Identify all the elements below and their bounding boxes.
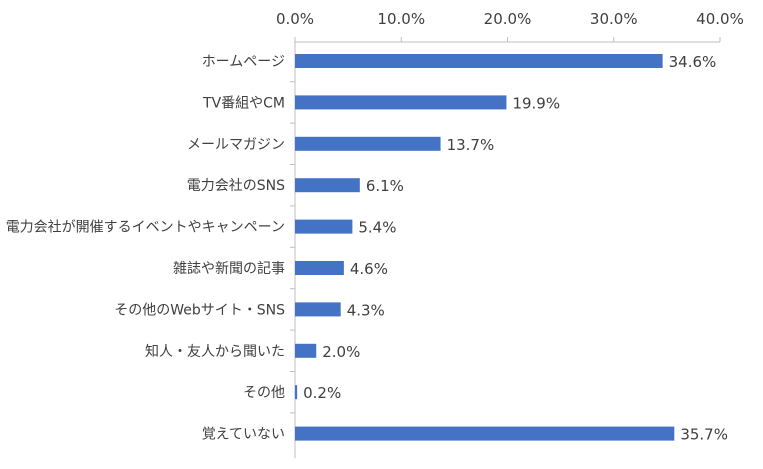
- bars-group: [295, 54, 675, 441]
- category-label: 雑誌や新聞の記事: [173, 260, 285, 277]
- data-label: 2.0%: [322, 343, 360, 361]
- bar: [295, 343, 317, 358]
- data-label: 34.6%: [669, 53, 717, 71]
- data-labels-group: 34.6% 19.9% 13.7% 6.1% 5.4% 4.6% 4.3% 2.0% 0.2% 3…: [303, 53, 728, 444]
- x-tick-label: 30.0%: [590, 10, 638, 28]
- category-label: その他のWebサイト・SNS: [114, 302, 285, 318]
- data-label: 6.1%: [366, 177, 404, 195]
- data-label: 4.3%: [347, 301, 385, 319]
- data-label: 35.7%: [680, 426, 728, 444]
- category-label: 電力会社のSNS: [187, 178, 285, 194]
- x-axis: 0.0% 10.0% 20.0% 30.0% 40.0%: [276, 10, 744, 43]
- bar: [295, 385, 298, 400]
- x-tick-label: 10.0%: [377, 10, 425, 28]
- data-label: 19.9%: [512, 94, 560, 112]
- category-label: 覚えていない: [202, 427, 285, 443]
- bar: [295, 219, 353, 234]
- category-label: メールマガジン: [187, 137, 285, 153]
- x-tick-label: 0.0%: [276, 10, 314, 28]
- x-tick-label: 20.0%: [484, 10, 532, 28]
- bar: [295, 54, 663, 68]
- category-label: その他: [243, 385, 285, 401]
- bar: [295, 302, 341, 317]
- bar: [295, 178, 360, 193]
- bar: [295, 261, 344, 275]
- bar: [295, 95, 507, 110]
- category-label: ホームページ: [202, 54, 285, 70]
- data-label: 0.2%: [303, 384, 341, 402]
- data-label: 13.7%: [447, 136, 495, 154]
- bar: [295, 136, 441, 151]
- category-label: 知人・友人から聞いた: [145, 343, 285, 360]
- bar: [295, 426, 675, 441]
- x-tick-label: 40.0%: [696, 10, 744, 28]
- category-label: 電力会社が開催するイベントやキャンペーン: [6, 220, 285, 236]
- data-label: 5.4%: [358, 219, 396, 237]
- data-label: 4.6%: [350, 260, 388, 278]
- category-label: TV番組やCM: [202, 95, 285, 111]
